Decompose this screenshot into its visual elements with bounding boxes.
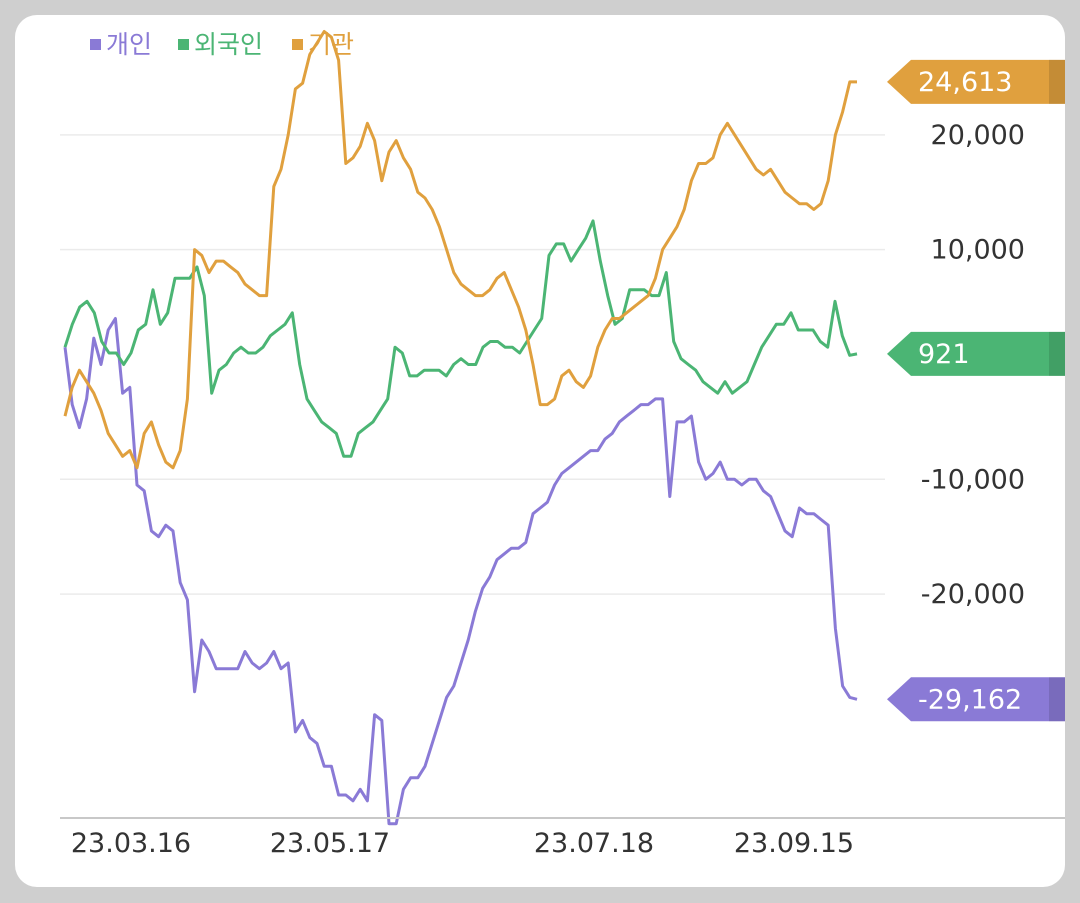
tag-edge	[1049, 677, 1065, 722]
y-tick-label: 20,000	[931, 120, 1025, 151]
last-value-tag-0: -29,162	[887, 677, 1065, 722]
y-tick-label: -10,000	[921, 464, 1025, 495]
line-chart: 개인 외국인 기관 20,000 10,000 -10,000 -20,000 -29,1…	[60, 30, 1065, 859]
y-tick-label: -20,000	[921, 579, 1025, 610]
series-lines	[63, 30, 858, 826]
x-tick-label: 23.09.15	[734, 828, 854, 859]
tag-shape	[887, 59, 1065, 104]
tag-edge	[1049, 331, 1065, 376]
tag-shape	[887, 331, 1065, 376]
legend-swatch	[292, 39, 303, 50]
tag-value: 24,613	[918, 67, 1012, 98]
tag-value: -29,162	[918, 684, 1022, 715]
last-value-tag-2: 24,613	[887, 59, 1065, 104]
series-line-1	[63, 219, 858, 458]
legend-swatch	[178, 39, 189, 50]
legend: 개인 외국인 기관	[90, 30, 354, 59]
last-value-tags: -29,162 921 24,613	[887, 59, 1065, 722]
series-line-0	[63, 317, 858, 826]
tag-shape	[887, 677, 1065, 722]
legend-item-2: 기관	[292, 30, 354, 59]
legend-swatch	[90, 39, 101, 50]
last-value-tag-1: 921	[887, 331, 1065, 376]
chart-card: 개인 외국인 기관 20,000 10,000 -10,000 -20,000 -29,1…	[15, 15, 1065, 887]
series-line-2	[63, 30, 857, 470]
tag-edge	[1049, 59, 1065, 104]
tag-value: 921	[918, 339, 970, 370]
legend-label: 개인	[106, 30, 152, 59]
x-tick-label: 23.07.18	[534, 828, 654, 859]
x-axis-ticks: 23.03.16 23.05.17 23.07.18 23.09.15	[71, 828, 854, 859]
y-tick-label: 10,000	[931, 235, 1025, 266]
x-tick-label: 23.03.16	[71, 828, 191, 859]
legend-item-0: 개인	[90, 30, 152, 59]
x-tick-label: 23.05.17	[270, 828, 390, 859]
legend-item-1: 외국인	[178, 30, 263, 59]
legend-label: 외국인	[194, 30, 263, 59]
y-axis-ticks: 20,000 10,000 -10,000 -20,000	[921, 120, 1025, 610]
